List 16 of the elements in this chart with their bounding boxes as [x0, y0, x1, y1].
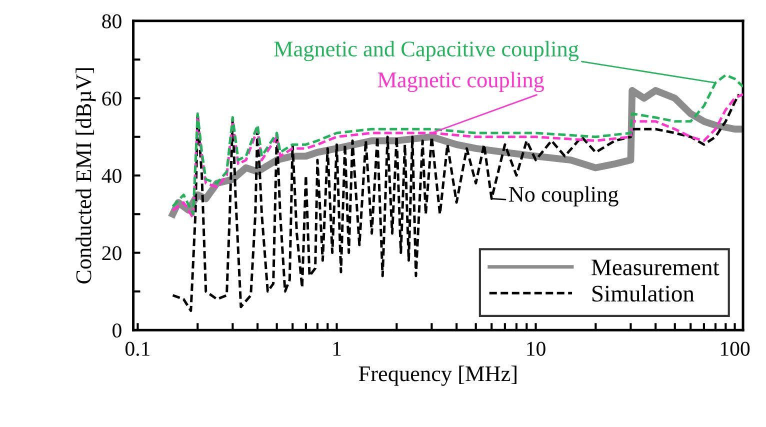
legend-label: Measurement	[592, 260, 720, 276]
legend-label: Simulation	[592, 285, 694, 302]
x-tick-label: 10	[527, 342, 546, 356]
series-label: Magnetic coupling	[378, 72, 544, 92]
y-axis-title: Conducted EMI [dBµV]	[76, 68, 96, 284]
x-tick-label: 1	[333, 342, 341, 356]
y-tick-label: 80	[102, 14, 122, 28]
x-tick-label: 100	[720, 342, 750, 356]
x-tick-label: 0.1	[125, 342, 150, 356]
y-tick-label: 0	[112, 323, 122, 338]
annotation: No coupling	[508, 186, 618, 206]
y-tick-label: 20	[102, 246, 122, 260]
text: Magnetic and Capacitive coupling	[274, 40, 579, 62]
y-tick-label: 40	[102, 168, 122, 183]
y-tick-label: 60	[102, 92, 122, 106]
x-axis-title: Frequency [MHz]	[358, 366, 516, 386]
